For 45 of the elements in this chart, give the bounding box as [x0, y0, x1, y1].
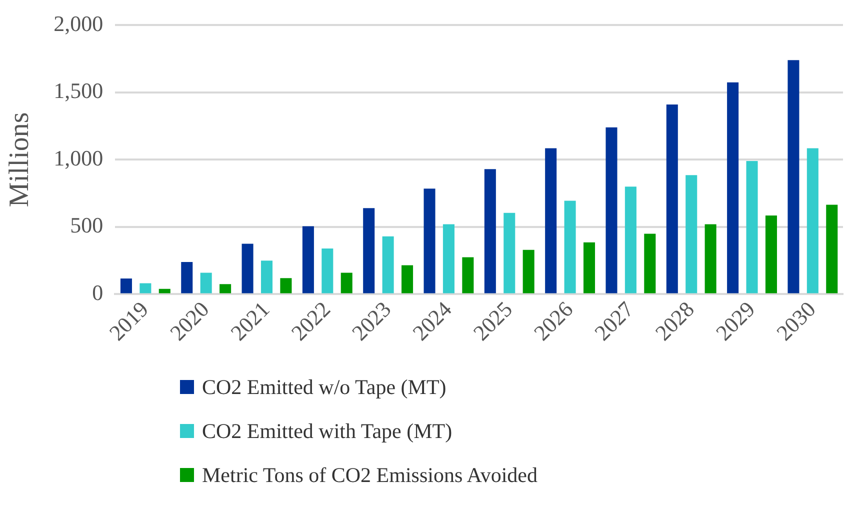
bar — [181, 262, 193, 294]
bar — [765, 216, 777, 294]
bar — [220, 284, 232, 294]
bar — [424, 188, 436, 294]
bar — [746, 161, 758, 294]
bar — [545, 148, 557, 294]
bar — [158, 288, 170, 294]
bar — [704, 224, 716, 294]
y-axis-title: Millions — [4, 112, 36, 208]
y-tick-label: 1,500 — [54, 78, 104, 104]
bar — [260, 260, 273, 294]
bar — [564, 200, 576, 294]
y-tick-label: 0 — [92, 280, 104, 305]
bar — [788, 60, 800, 294]
bar — [280, 278, 292, 294]
bar — [462, 257, 474, 294]
bar — [686, 175, 698, 294]
bar — [402, 265, 414, 294]
bar — [302, 226, 314, 294]
bar — [140, 283, 152, 294]
bar — [644, 234, 656, 294]
bar — [120, 278, 132, 294]
bar — [826, 204, 838, 294]
legend-label: CO2 Emitted with Tape (MT) — [202, 418, 452, 444]
bar — [363, 208, 375, 294]
bar — [484, 169, 496, 294]
bar — [522, 250, 534, 294]
bar — [382, 236, 394, 294]
bar — [624, 186, 636, 294]
bar — [340, 272, 352, 294]
bar — [322, 248, 334, 294]
bar — [442, 224, 454, 294]
bar — [606, 127, 618, 294]
bar — [242, 244, 254, 294]
legend-label: CO2 Emitted w/o Tape (MT) — [202, 374, 446, 400]
bar — [727, 82, 739, 294]
legend-label: Metric Tons of CO2 Emissions Avoided — [202, 462, 538, 488]
y-tick-label: 2,000 — [54, 10, 104, 36]
y-tick-label: 500 — [70, 212, 104, 238]
bar — [504, 212, 516, 294]
bar — [200, 272, 212, 294]
bar — [806, 148, 818, 294]
y-tick-label: 1,000 — [54, 145, 104, 170]
bar — [583, 242, 596, 294]
bar — [666, 104, 678, 294]
